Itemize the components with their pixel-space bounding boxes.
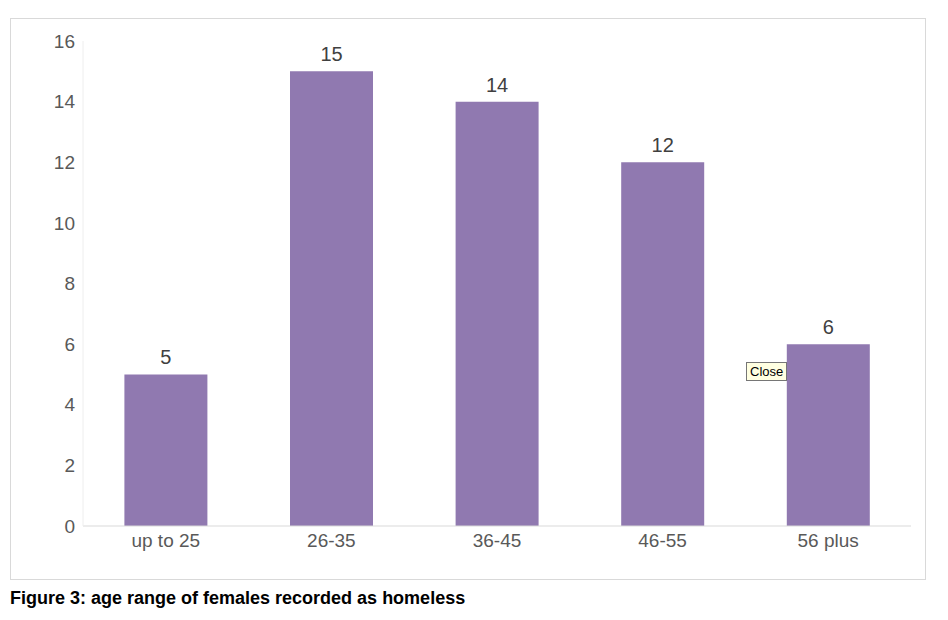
svg-text:8: 8 (64, 273, 75, 294)
svg-text:26-35: 26-35 (307, 530, 356, 551)
svg-text:15: 15 (320, 43, 342, 65)
svg-text:up to 25: up to 25 (131, 530, 200, 551)
svg-text:6: 6 (64, 334, 75, 355)
svg-text:14: 14 (486, 74, 508, 96)
svg-text:16: 16 (54, 31, 75, 52)
svg-text:56 plus: 56 plus (798, 530, 859, 551)
svg-text:10: 10 (54, 213, 75, 234)
svg-text:12: 12 (652, 134, 674, 156)
html-text:Close: Close (750, 364, 784, 379)
svg-text:12: 12 (54, 152, 75, 173)
svg-text:2: 2 (64, 455, 75, 476)
svg-text:14: 14 (54, 91, 76, 112)
svg-text:46-55: 46-55 (638, 530, 687, 551)
html-text:Figure 3: age range of females: Figure 3: age range of females recorded … (10, 588, 466, 608)
svg-text:36-45: 36-45 (473, 530, 522, 551)
svg-text:5: 5 (160, 346, 171, 368)
svg-text:4: 4 (64, 394, 75, 415)
svg-text:6: 6 (823, 316, 834, 338)
svg-text:0: 0 (64, 516, 75, 537)
